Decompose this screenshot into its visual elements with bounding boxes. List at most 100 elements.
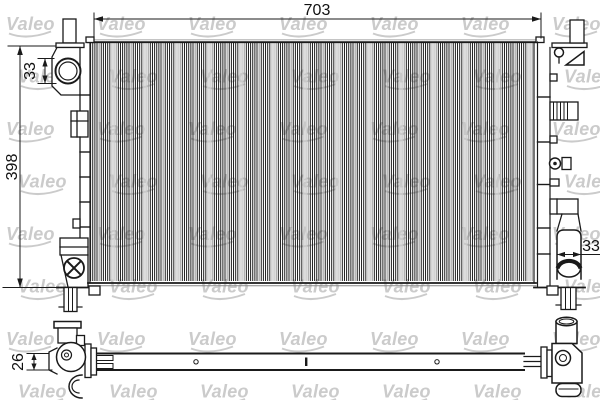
right-end-fitting [540, 316, 583, 398]
outlet-port-rim [555, 258, 583, 270]
left-tank-nub [72, 218, 81, 229]
valeo-watermark: Valeo [188, 329, 237, 349]
filler-flange [55, 42, 85, 49]
left-bracket [70, 110, 89, 138]
valeo-watermark: Valeo [18, 172, 67, 192]
valeo-watermark: Valeo [382, 277, 431, 297]
arrowhead-right [532, 16, 541, 22]
valeo-watermark: Valeo [18, 382, 67, 400]
valeo-watermark-swoosh [202, 293, 246, 300]
retaining-clip [68, 374, 83, 399]
valeo-watermark-swoosh [554, 135, 598, 143]
dimension-width-label: 703 [304, 2, 331, 19]
valeo-watermark-swoosh [190, 30, 234, 38]
outlet-neck-left [556, 213, 563, 232]
top-bolt [553, 47, 565, 58]
right-tank [533, 19, 588, 311]
valeo-watermark-swoosh [293, 293, 337, 300]
arrowhead-down [31, 363, 37, 370]
valeo-watermark: Valeo [564, 172, 600, 192]
valeo-watermark-swoosh [281, 345, 325, 353]
valeo-watermark: Valeo [382, 382, 431, 400]
valeo-watermark: Valeo [97, 14, 146, 34]
valeo-watermark: Valeo [291, 382, 340, 400]
core-corner-tab-right [535, 36, 545, 44]
neck-flange-side [53, 320, 82, 329]
valeo-watermark-swoosh [8, 135, 52, 143]
valeo-watermark-swoosh [20, 293, 64, 300]
arrowhead-up [17, 46, 23, 55]
dimension-width: 703 [93, 2, 542, 41]
left-end-fitting [48, 320, 98, 399]
drain-plug-cross [66, 260, 82, 276]
valeo-watermark: Valeo [18, 277, 67, 297]
side-bolt-center [553, 161, 557, 166]
valeo-watermark: Valeo [370, 14, 419, 34]
valeo-watermark-swoosh [8, 30, 52, 38]
clamp-plate [90, 347, 98, 376]
valeo-watermark-swoosh [111, 293, 155, 300]
valeo-watermark: Valeo [200, 382, 249, 400]
dimension-thickness: 26 [10, 353, 53, 371]
tube-hole-mark [434, 359, 440, 365]
side-bolt-block [561, 156, 572, 171]
valeo-watermark-swoosh [463, 30, 507, 38]
dimension-thickness-label: 26 [10, 353, 27, 371]
valeo-watermark: Valeo [370, 329, 419, 349]
valeo-watermark: Valeo [109, 382, 158, 400]
valeo-watermark-swoosh [566, 85, 600, 90]
arrowhead-left [557, 251, 565, 258]
tube-left-prong [95, 355, 114, 361]
dimension-outlet: 33 [556, 238, 600, 258]
valeo-watermark-swoosh [566, 190, 600, 195]
clamp-plate [84, 343, 92, 379]
right-tank-tab [549, 135, 558, 144]
valeo-watermark: Valeo [6, 329, 55, 349]
tube-tick-mark [305, 357, 308, 366]
outlet-neck-right [577, 213, 582, 232]
valeo-watermark-swoosh [99, 345, 143, 353]
valeo-watermark: Valeo [564, 67, 600, 87]
tube-left-prong [95, 363, 114, 369]
valeo-watermark-swoosh [281, 30, 325, 38]
inlet-port-inner [58, 61, 78, 81]
right-tank-tab [549, 73, 558, 82]
valeo-watermark: Valeo [188, 14, 237, 34]
valeo-watermark: Valeo [6, 224, 55, 244]
end-boss-ring [60, 349, 73, 361]
valeo-watermark-swoosh [384, 293, 428, 300]
valeo-watermark: Valeo [461, 14, 510, 34]
radiator-core [85, 36, 545, 287]
arrowhead-right [573, 251, 581, 258]
valeo-watermark: Valeo [473, 382, 522, 400]
valeo-watermark-swoosh [372, 30, 416, 38]
right-outlet-pipe-down [560, 286, 577, 311]
mounting-pin [569, 19, 585, 44]
valeo-watermark: Valeo [279, 329, 328, 349]
valeo-watermark-swoosh [20, 188, 64, 195]
arrowhead-up [42, 58, 48, 67]
end-boss [554, 349, 572, 367]
valeo-watermark-swoosh [99, 30, 143, 38]
right-foot [546, 285, 559, 296]
gusset-triangle [563, 50, 585, 66]
dimension-height-label: 398 [4, 154, 21, 181]
valeo-watermark-swoosh [190, 345, 234, 353]
l-bracket [549, 198, 579, 215]
arrowhead-left [94, 16, 103, 22]
end-boss-center [64, 352, 69, 358]
core-corner-tab-left [85, 36, 95, 44]
filler-neck [62, 18, 77, 44]
valeo-watermark: Valeo [97, 329, 146, 349]
valeo-watermark: Valeo [461, 329, 510, 349]
left-outlet-pipe-down [63, 286, 78, 313]
left-foot [88, 285, 101, 296]
valeo-watermark-swoosh [8, 345, 52, 353]
outlet-cylinder-cap-inner [558, 318, 575, 325]
valeo-watermark-swoosh [463, 345, 507, 353]
side-tab [48, 347, 58, 375]
clamp-plate [540, 346, 548, 379]
